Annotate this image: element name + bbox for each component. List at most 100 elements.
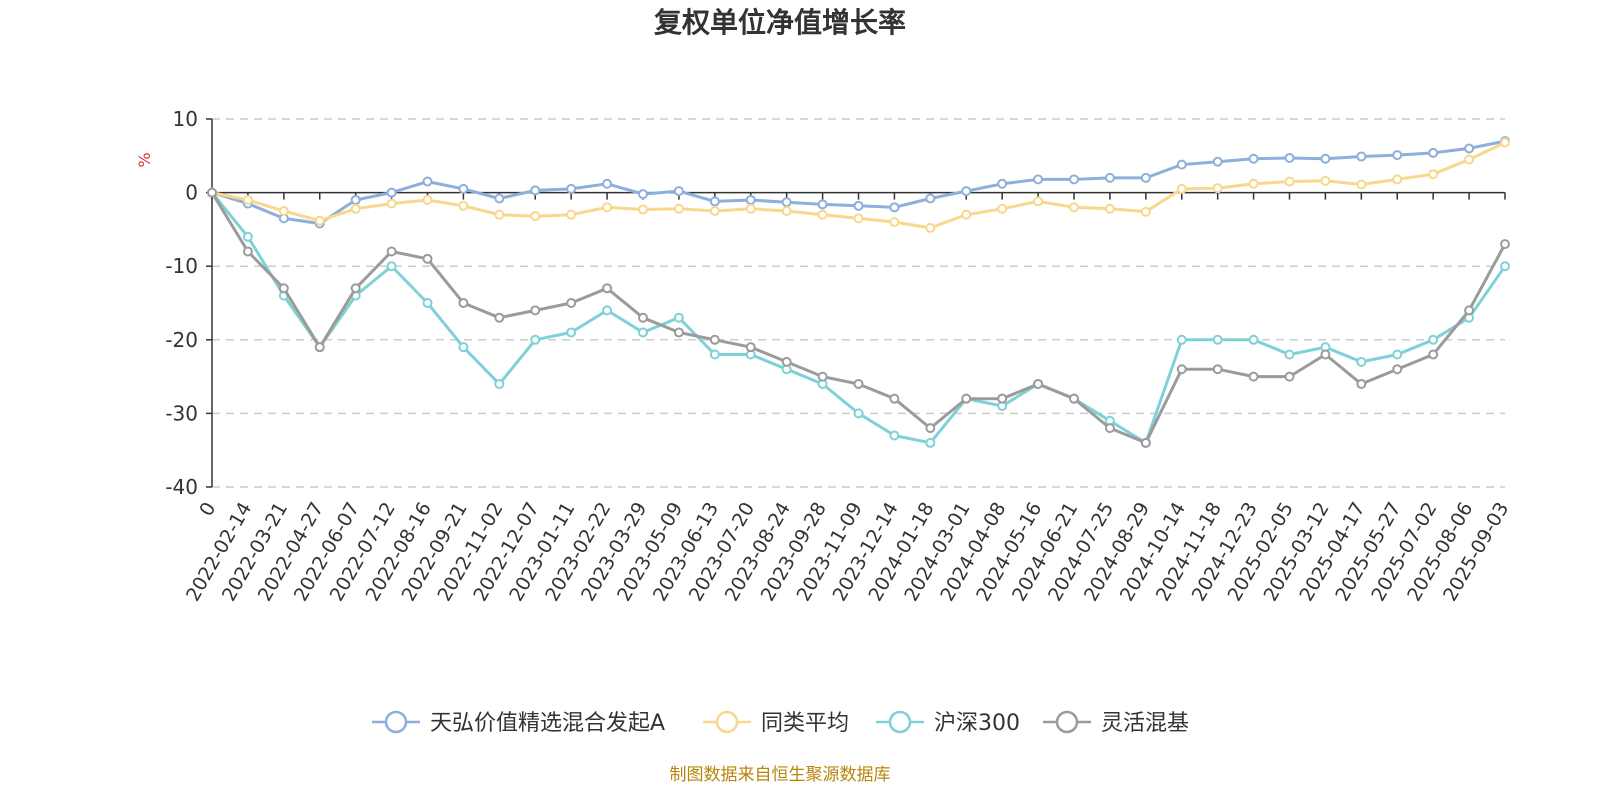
data-point: [1248, 371, 1259, 382]
data-point: [638, 327, 648, 338]
data-point: [997, 393, 1008, 404]
y-tick-label: 10: [173, 107, 198, 131]
data-point: [1500, 137, 1510, 148]
data-point: [745, 203, 756, 214]
legend-item-0[interactable]: 天弘价值精选混合发起A: [372, 710, 665, 736]
data-point: [1212, 156, 1223, 167]
data-point: [494, 193, 505, 204]
legend-marker: [888, 710, 912, 734]
data-point: [386, 246, 397, 257]
legend-marker: [384, 710, 408, 734]
legend[interactable]: 天弘价值精选混合发起A 同类平均 沪深300 灵活混基: [372, 710, 1189, 736]
legend-label: 沪深300: [934, 711, 1020, 736]
data-point: [386, 261, 397, 272]
data-point: [1212, 183, 1223, 194]
legend-marker: [715, 710, 739, 734]
data-point: [1248, 334, 1259, 345]
legend-item-3[interactable]: 灵活混基: [1043, 710, 1189, 736]
data-point: [602, 178, 613, 189]
data-point: [781, 206, 792, 216]
data-point: [1320, 349, 1331, 360]
data-point: [925, 222, 936, 233]
data-point: [1428, 334, 1439, 345]
data-point: [1500, 239, 1510, 250]
data-point: [1033, 378, 1044, 389]
data-point: [1356, 356, 1367, 367]
data-source-note: 制图数据来自恒生聚源数据库: [670, 765, 891, 785]
data-point: [386, 187, 397, 198]
data-point: [853, 408, 864, 419]
y-axis-unit: %: [135, 152, 154, 167]
data-point: [1356, 151, 1367, 162]
data-point: [1428, 349, 1439, 360]
legend-label: 天弘价值精选混合发起A: [430, 711, 665, 736]
series-line-3: [210, 191, 1507, 445]
data-point: [925, 423, 936, 434]
data-point: [1392, 364, 1403, 375]
data-point: [1104, 423, 1115, 434]
data-point: [1356, 378, 1367, 389]
data-point: [242, 231, 253, 242]
data-point: [889, 393, 900, 404]
legend-item-1[interactable]: 同类平均: [703, 710, 849, 736]
data-point: [494, 312, 505, 323]
data-point: [422, 176, 433, 187]
data-point: [1140, 172, 1151, 183]
data-point: [1212, 334, 1223, 345]
data-point: [889, 202, 900, 213]
data-point: [422, 194, 433, 205]
data-point: [1069, 202, 1079, 213]
data-point: [709, 196, 720, 207]
data-point: [530, 185, 541, 196]
data-point: [458, 183, 469, 194]
data-point: [1069, 174, 1079, 185]
data-point: [997, 203, 1008, 214]
data-point: [1069, 393, 1079, 404]
data-point: [314, 342, 325, 353]
data-point: [781, 356, 792, 367]
data-point: [1176, 334, 1187, 345]
data-point: [530, 211, 541, 222]
data-point: [853, 200, 864, 211]
data-point: [889, 430, 900, 441]
data-point: [602, 305, 613, 316]
data-point: [1464, 143, 1475, 154]
series-layer: [207, 136, 1510, 448]
data-point: [1212, 364, 1223, 375]
data-point: [1140, 206, 1151, 217]
legend-label: 同类平均: [761, 711, 849, 736]
data-point: [422, 298, 433, 308]
data-point: [350, 283, 361, 294]
data-point: [458, 342, 469, 353]
data-point: [853, 213, 864, 224]
data-point: [1428, 147, 1439, 158]
data-point: [638, 189, 648, 200]
data-point: [673, 327, 684, 338]
data-point: [1284, 349, 1295, 360]
data-point: [1392, 150, 1403, 161]
data-point: [1033, 174, 1044, 185]
legend-marker: [1055, 710, 1079, 734]
data-point: [709, 206, 720, 216]
data-point: [709, 349, 720, 360]
data-point: [314, 215, 325, 226]
data-point: [1392, 174, 1403, 185]
data-point: [1320, 175, 1331, 186]
data-point: [1176, 159, 1187, 170]
chart-title: 复权单位净值增长率: [654, 6, 906, 39]
data-point: [242, 194, 253, 205]
data-point: [853, 378, 864, 389]
data-point: [1248, 153, 1259, 164]
data-point: [1176, 183, 1187, 194]
data-point: [1284, 371, 1295, 382]
legend-item-2[interactable]: 沪深300: [876, 710, 1020, 736]
data-point: [673, 186, 684, 197]
data-point: [530, 334, 541, 345]
data-point: [817, 371, 828, 382]
data-point: [566, 327, 577, 338]
data-point: [925, 193, 936, 204]
data-point: [889, 217, 900, 228]
data-point: [1176, 364, 1187, 375]
